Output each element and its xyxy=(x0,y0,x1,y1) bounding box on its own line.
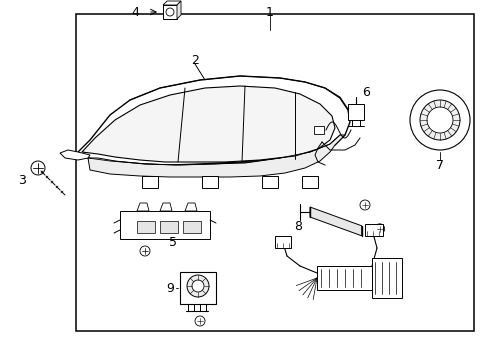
Text: 7: 7 xyxy=(435,158,443,171)
Text: 4: 4 xyxy=(131,5,139,18)
Polygon shape xyxy=(163,1,181,5)
Polygon shape xyxy=(262,176,278,188)
Circle shape xyxy=(140,246,150,256)
Polygon shape xyxy=(177,1,181,19)
Bar xyxy=(274,236,290,248)
Bar xyxy=(137,221,155,233)
Polygon shape xyxy=(137,203,149,211)
Polygon shape xyxy=(60,150,90,160)
Polygon shape xyxy=(302,176,317,188)
Circle shape xyxy=(165,8,174,16)
Polygon shape xyxy=(184,203,197,211)
Polygon shape xyxy=(78,76,349,165)
Circle shape xyxy=(186,275,208,297)
Bar xyxy=(76,14,473,331)
Bar xyxy=(364,224,382,236)
Text: 8: 8 xyxy=(293,220,302,233)
Text: 2: 2 xyxy=(191,54,199,67)
Polygon shape xyxy=(160,203,172,211)
Bar xyxy=(347,104,363,120)
Polygon shape xyxy=(202,176,218,188)
Circle shape xyxy=(426,107,452,133)
Text: 6: 6 xyxy=(361,86,369,99)
Bar xyxy=(313,126,324,134)
Circle shape xyxy=(409,90,469,150)
Polygon shape xyxy=(88,135,345,177)
Text: 9: 9 xyxy=(166,282,174,294)
Text: 3: 3 xyxy=(18,174,26,186)
Text: 1: 1 xyxy=(265,5,273,18)
Polygon shape xyxy=(142,176,158,188)
Circle shape xyxy=(31,161,45,175)
Polygon shape xyxy=(309,207,361,236)
Circle shape xyxy=(359,200,369,210)
Bar xyxy=(120,211,209,239)
Polygon shape xyxy=(82,86,334,162)
Circle shape xyxy=(419,100,459,140)
Circle shape xyxy=(374,224,384,234)
Bar xyxy=(160,221,178,233)
Circle shape xyxy=(192,280,203,292)
Circle shape xyxy=(195,316,204,326)
Bar xyxy=(180,272,216,304)
Bar xyxy=(183,221,201,233)
Bar xyxy=(316,266,371,290)
Text: 5: 5 xyxy=(169,237,177,249)
Bar xyxy=(163,5,177,19)
Bar xyxy=(371,258,401,298)
